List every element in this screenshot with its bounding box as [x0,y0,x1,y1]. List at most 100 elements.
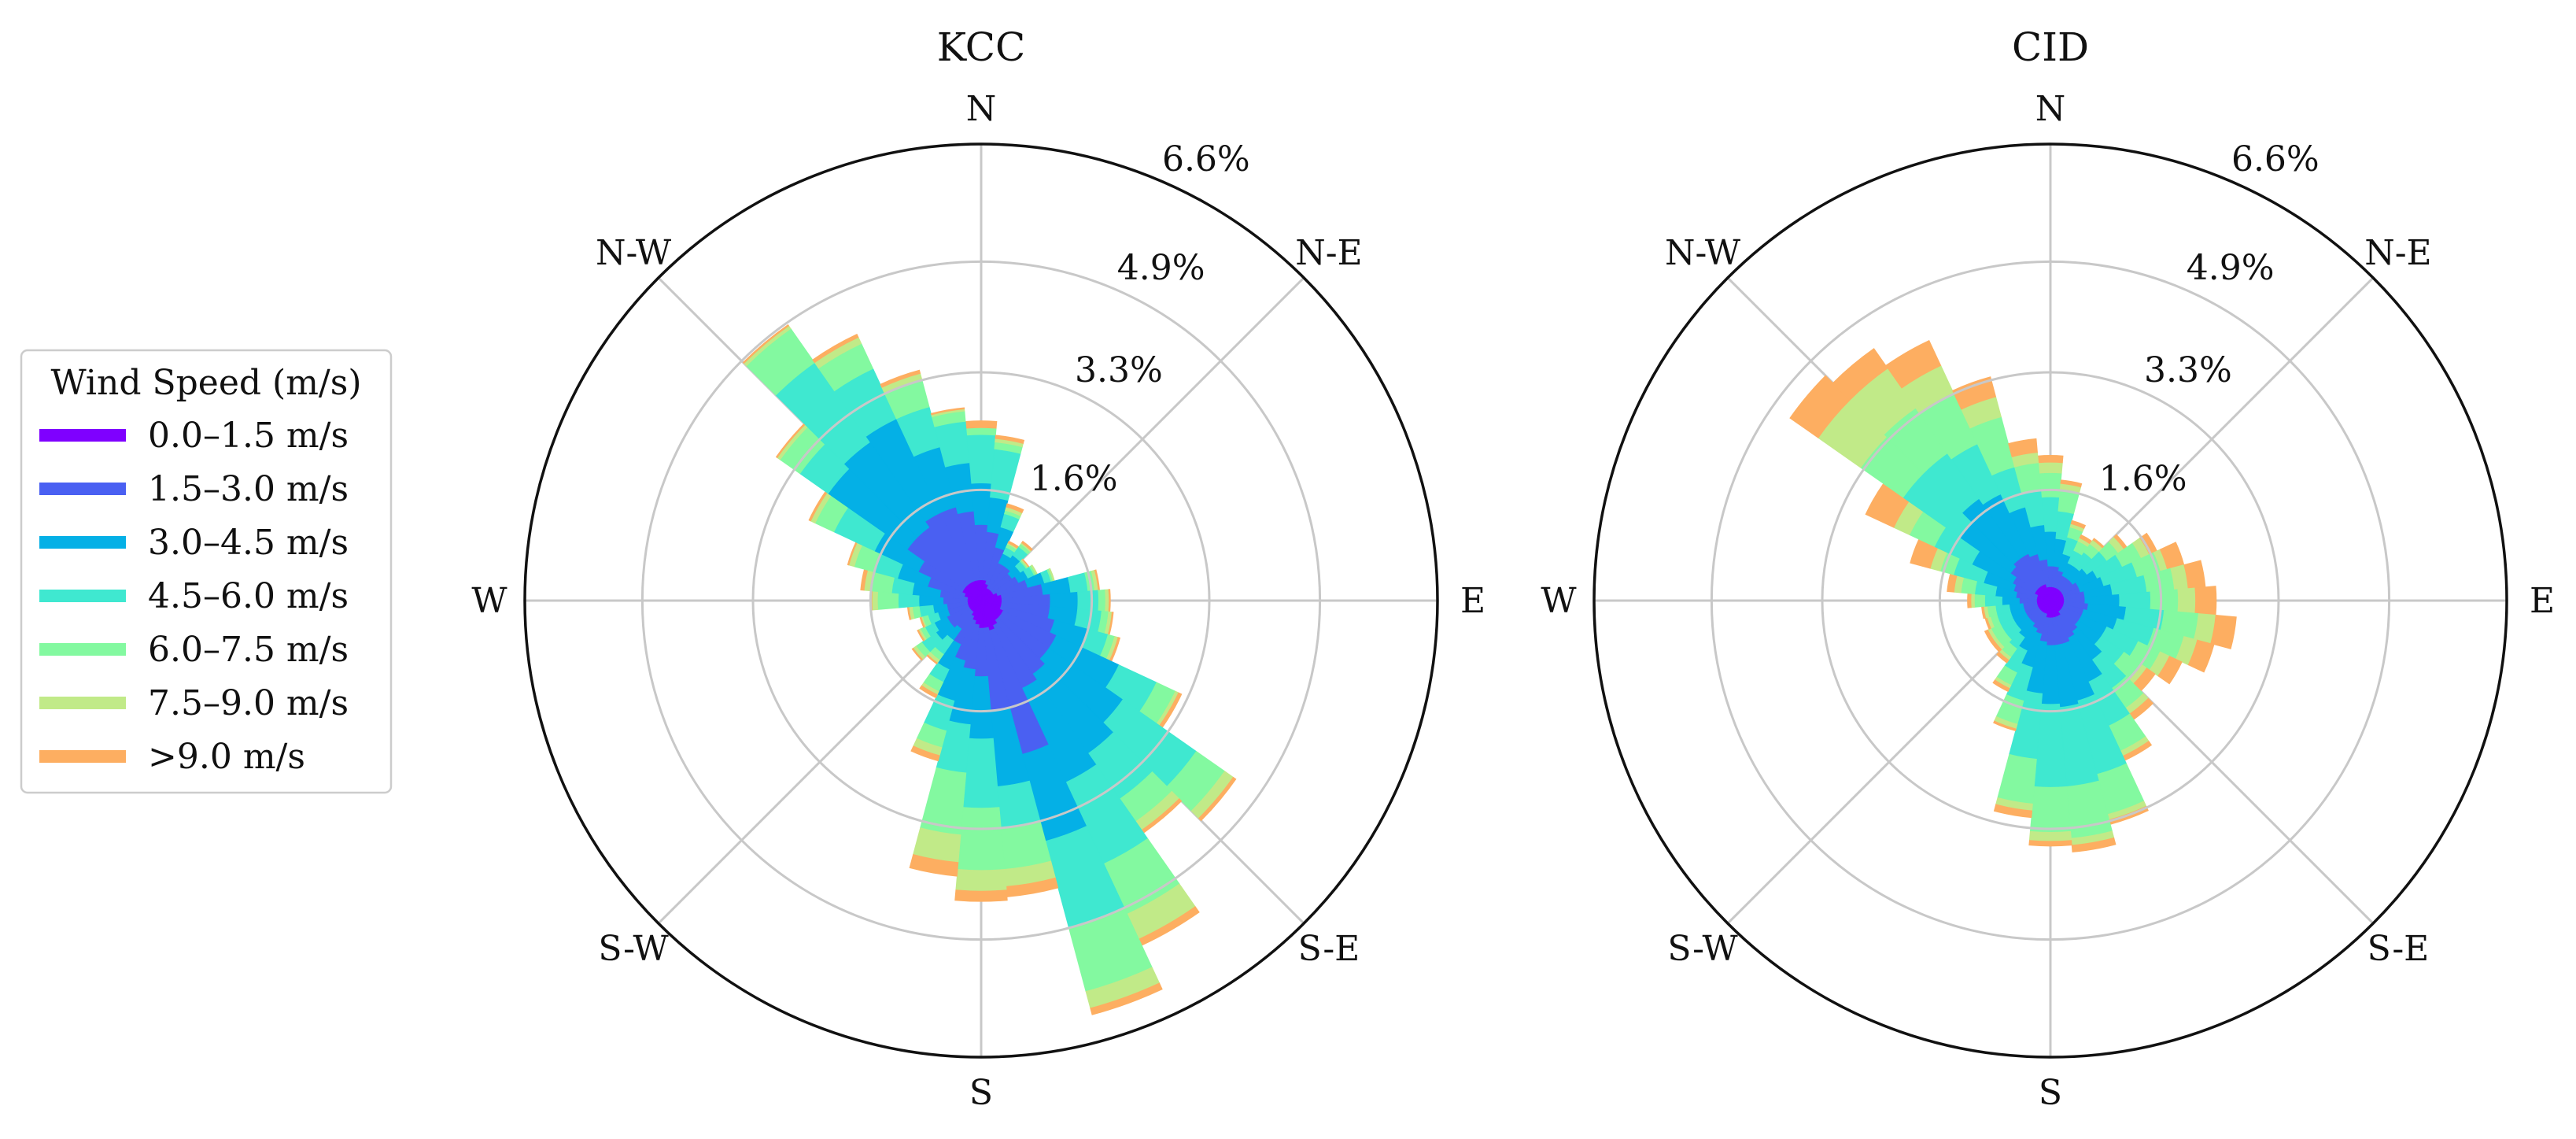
legend-entry: >9.0 m/s [39,737,305,777]
legend-swatch [39,429,126,442]
ring-label: 3.3% [2144,350,2232,390]
wedge-speed-bin-4 [1973,594,1986,608]
wedge-speed-bin-4 [2150,589,2179,612]
direction-label-nw: N-W [1665,233,1741,273]
wedge-speed-bin-6 [880,369,921,388]
legend-label: >9.0 m/s [148,737,305,777]
wedge-speed-bin-6 [2210,614,2237,649]
sector-40-deg [2050,538,2105,601]
sector-350-deg [2008,438,2051,601]
wedge-speed-bin-6 [917,629,925,642]
windrose-panels: KCC 1.6% 3.3% 4.9% 6.6% N N-E E S-E S S-W W N-W CID 1.… [471,24,2555,1113]
legend: Wind Speed (m/s) 0.0–1.5 m/s 1.5–3.0 m/s 3.… [20,349,393,794]
ring-label: 4.9% [2187,248,2275,288]
direction-label-se: S-E [1298,929,1360,969]
legend-swatch [39,590,126,602]
sector-200-deg [1993,600,2051,732]
legend-label: 4.5–6.0 m/s [148,576,349,616]
direction-label-nw: N-W [596,233,672,273]
sector-210-deg [919,600,982,698]
wedge-speed-bin-3 [2119,591,2151,610]
wedge-speed-bin-5 [955,868,1007,892]
direction-label-w: W [471,581,507,621]
sector-110-deg [980,600,1121,662]
radial-gridline [1938,488,2163,713]
direction-label-n: N [966,89,997,129]
sector-130-deg [980,600,1237,822]
radial-gridline [1821,371,2280,830]
wedge-speed-bin-6 [1198,776,1237,822]
sector-210-deg [1992,600,2051,693]
wedge-speed-bin-6 [1967,593,1972,608]
direction-label-ne: N-E [1295,233,1363,273]
wedge-speed-bin-6 [1992,679,2010,693]
wedge-speed-bin-6 [1020,540,1033,552]
legend-label: 6.0–7.5 m/s [148,630,349,670]
sector-170-deg [980,600,1059,897]
wedge-speed-bin-6 [2008,438,2038,457]
wedge-speed-bin-6 [930,407,965,416]
wedge-speed-bin-5 [1105,589,1109,612]
legend-label: 1.5–3.0 m/s [148,469,349,509]
sector-160-deg [2050,600,2149,825]
ring-label: 6.6% [2231,139,2320,179]
wedge-speed-bin-6 [1952,376,1997,410]
polar-frame [1592,142,2508,1059]
wedge-speed-bin-4 [877,591,899,610]
sector-160-deg [980,600,1163,1015]
wedge-speed-bin-4 [2039,472,2062,498]
wedge-speed-bin-3 [898,593,920,608]
polar-frame [523,142,1439,1059]
sector-60-deg [2050,532,2157,601]
sector-110-deg [2050,600,2215,673]
sector-40-deg [980,540,1033,601]
sector-140-deg [980,600,1183,834]
sector-240-deg [1984,600,2051,643]
wedge-speed-bin-6 [2037,455,2064,464]
wedge-speed-bin-5 [2038,461,2063,474]
legend-label: 7.5–9.0 m/s [148,683,349,723]
wedge-speed-bin-3 [1077,590,1099,612]
sector-100-deg [980,600,1114,636]
wedge-speed-bin-6 [2028,840,2072,847]
sector-80-deg [980,569,1101,601]
wedge-speed-bin-6 [1993,720,2017,732]
ring-label: 1.6% [2099,459,2187,499]
wedge-speed-bin-6 [1984,629,1995,643]
ring-label: 6.6% [1162,139,1250,179]
sector-190-deg [1993,600,2051,819]
sector-200-deg [910,600,982,762]
wedge-speed-bin-6 [1996,651,2010,664]
direction-label-s: S [969,1073,993,1113]
legend-swatch [39,697,126,709]
direction-label-e: E [1460,581,1485,621]
wedge-speed-bin-6 [742,324,790,364]
legend-frame [20,349,393,794]
wedge-speed-bin-6 [812,333,859,364]
wedge-speed-bin-4 [1098,589,1106,612]
wedge-speed-bin-2 [1050,591,1079,610]
wedge-speed-bin-4 [965,427,997,436]
wedge-speed-bin-5 [2028,830,2072,842]
sector-20-deg [2050,520,2087,601]
direction-label-sw: S-W [598,929,669,969]
wedge-speed-bin-4 [2029,786,2072,833]
wedge-speed-bin-6 [1885,339,1942,389]
ring-label: 3.3% [1075,350,1163,390]
legend-swatch [39,750,126,763]
sector-280-deg [860,568,982,601]
sector-280-deg [1947,573,2051,601]
wedge-speed-bin-6 [909,854,959,877]
legend-entry: 1.5–3.0 m/s [39,469,349,509]
wedge-speed-bin-6 [2187,639,2215,673]
wedge-speed-bin-4 [957,807,1006,871]
panel-title: KCC [937,24,1026,70]
sector-300-deg [1865,483,2051,601]
legend-swatch [39,643,126,656]
wedge-speed-bin-6 [2157,656,2183,685]
ring-label: 1.6% [1030,459,1118,499]
wedge-speed-bin-6 [1090,982,1163,1015]
sector-340-deg [1952,376,2051,601]
wedge-speed-bin-6 [911,647,923,661]
